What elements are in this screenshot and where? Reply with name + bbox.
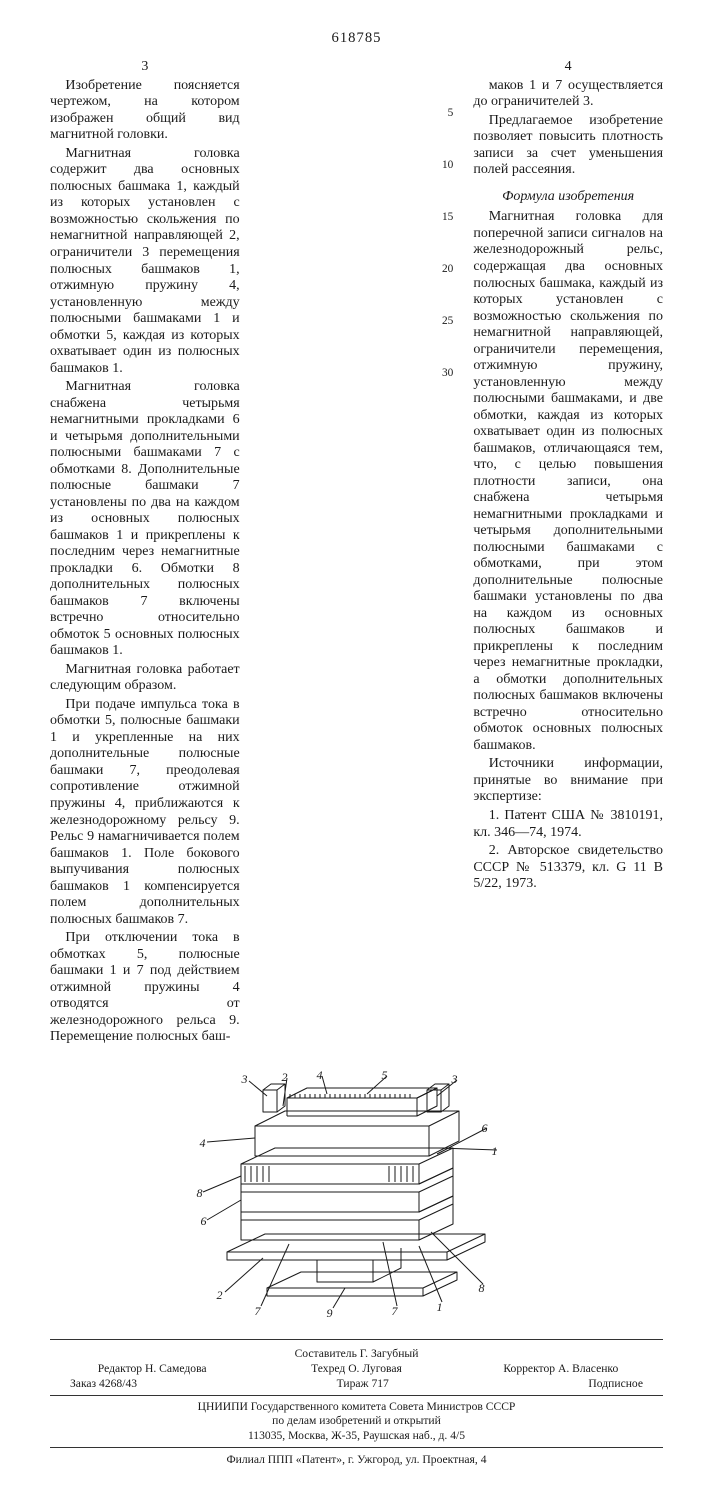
line-number: 5 [435, 107, 453, 120]
footer-org: ЦНИИПИ Государственного комитета Совета … [50, 1400, 663, 1414]
tirage: Тираж 717 [337, 1377, 389, 1391]
sources-title: Источники информации, принятые во вниман… [473, 756, 663, 806]
figure-lead-label: 2 [282, 1070, 288, 1084]
line-number: 20 [435, 263, 453, 276]
compiler: Составитель Г. Загубный [254, 1347, 458, 1361]
figure-lead-label: 3 [242, 1072, 248, 1086]
patent-figure: 3 2 4 5 3 4 6 1 8 6 2 7 9 7 1 8 [167, 1066, 547, 1321]
figure-lead-label: 5 [382, 1068, 388, 1082]
para: Магнитная головка работает следующим обр… [50, 662, 240, 695]
line-number: 30 [435, 367, 453, 380]
column-right-header: 4 [473, 59, 663, 76]
figure-lead-label: 6 [482, 1121, 488, 1135]
figure-lead-label: 8 [197, 1186, 203, 1200]
figure-lead-label: 8 [479, 1281, 485, 1295]
line-number: 25 [435, 315, 453, 328]
line-number-gutter: 5 10 15 20 25 30 [262, 59, 452, 1047]
column-left: 3 Изобретение поясняется чертежом, на ко… [50, 59, 240, 1047]
figure-lead-label: 1 [437, 1300, 443, 1314]
figure-lead-label: 7 [255, 1304, 261, 1318]
para: При подаче импульса тока в обмотки 5, по… [50, 697, 240, 928]
editor: Редактор Н. Самедова [50, 1362, 254, 1376]
source-item: 1. Патент США № 3810191, кл. 346—74, 197… [473, 808, 663, 841]
para: Магнитная головка содержит два основных … [50, 146, 240, 377]
subscription: Подписное [588, 1377, 643, 1391]
line-number: 10 [435, 159, 453, 172]
footer-org: по делам изобретений и открытий [50, 1414, 663, 1428]
figure-svg [167, 1066, 547, 1321]
para: При отключении тока в обмотках 5, полюсн… [50, 930, 240, 1046]
figure-lead-label: 6 [201, 1214, 207, 1228]
column-left-header: 3 [50, 59, 240, 76]
para: Магнитная головка снабжена четырьмя нема… [50, 379, 240, 660]
figure-lead-label: 4 [317, 1068, 323, 1082]
para: Предлагаемое изобретение позволяет повыс… [473, 113, 663, 179]
column-right: 4 маков 1 и 7 осуществляется до ограничи… [473, 59, 663, 1047]
footer: Составитель Г. Загубный Редактор Н. Саме… [50, 1339, 663, 1467]
source-item: 2. Авторское свидетельство СССР № 513379… [473, 843, 663, 893]
order-number: Заказ 4268/43 [70, 1377, 137, 1391]
techred: Техред О. Луговая [254, 1362, 458, 1376]
patent-number: 618785 [50, 30, 663, 47]
line-number: 15 [435, 211, 453, 224]
footer-address: 113035, Москва, Ж-35, Раушская наб., д. … [50, 1429, 663, 1448]
figure-lead-label: 4 [200, 1136, 206, 1150]
figure-lead-label: 2 [217, 1288, 223, 1302]
corrector: Корректор А. Власенко [459, 1362, 663, 1376]
column-right-text: маков 1 и 7 осуществляется до ограничите… [473, 78, 663, 893]
para: маков 1 и 7 осуществляется до ограничите… [473, 78, 663, 111]
figure-lead-label: 1 [492, 1144, 498, 1158]
figure-lead-label: 7 [392, 1304, 398, 1318]
para: Изобретение поясняется чертежом, на кото… [50, 78, 240, 144]
footer-branch: Филиал ППП «Патент», г. Ужгород, ул. Про… [50, 1449, 663, 1467]
figure-lead-label: 3 [452, 1072, 458, 1086]
column-left-text: Изобретение поясняется чертежом, на кото… [50, 78, 240, 1046]
formula-title: Формула изобретения [473, 189, 663, 206]
formula-text: Магнитная головка для поперечной записи … [473, 209, 663, 754]
figure-lead-label: 9 [327, 1306, 333, 1320]
